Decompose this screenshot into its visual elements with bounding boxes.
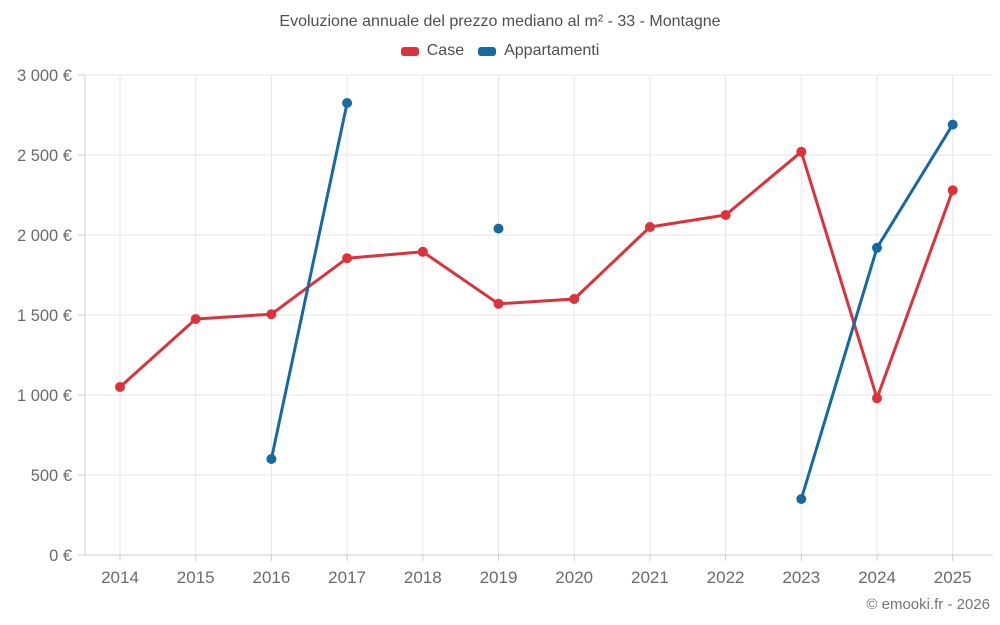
x-tick-label: 2022: [707, 568, 745, 587]
appartamenti-point-2019[interactable]: [493, 223, 504, 234]
case-point-2015[interactable]: [190, 314, 201, 324]
case-legend-swatch-icon: [400, 46, 419, 56]
copyright-text: © emooki.fr - 2026: [866, 596, 990, 613]
appartamenti-point-2023[interactable]: [796, 494, 807, 504]
case-point-2020[interactable]: [569, 294, 580, 304]
case-series-line: [118, 150, 955, 400]
x-tick-label: 2023: [782, 568, 820, 587]
y-tick-label: 0 €: [49, 547, 72, 565]
case-point-2018[interactable]: [417, 246, 428, 257]
legend-item-case[interactable]: Case: [400, 42, 465, 60]
case-point-2024[interactable]: [872, 393, 882, 404]
case-point-2016[interactable]: [266, 309, 277, 320]
appartamenti-point-2017[interactable]: [342, 98, 353, 108]
case-point-2019[interactable]: [493, 298, 504, 309]
case-point-2023[interactable]: [796, 146, 807, 157]
appartamenti-point-2016[interactable]: [266, 454, 277, 464]
y-tick-label: 2 500 €: [17, 147, 72, 165]
y-tick-label: 1 000 €: [17, 387, 72, 405]
case-point-2022[interactable]: [720, 210, 731, 220]
appartamenti-legend-swatch-icon: [478, 46, 497, 56]
case-point-2025[interactable]: [947, 185, 958, 196]
appartamenti-point-2025[interactable]: [947, 119, 958, 130]
x-tick-label: 2017: [328, 568, 366, 587]
x-tick-label: 2021: [631, 568, 669, 587]
x-tick-label: 2019: [480, 568, 518, 587]
appartamenti-point-2024[interactable]: [872, 242, 882, 253]
y-tick-label: 3 000 €: [17, 67, 72, 85]
appartamenti-series-line: [269, 101, 349, 461]
y-tick-label: 1 500 €: [17, 307, 72, 325]
x-tick-label: 2014: [101, 568, 139, 587]
x-tick-label: 2025: [934, 568, 972, 587]
x-tick-label: 2020: [555, 568, 593, 587]
x-tick-label: 2016: [252, 568, 290, 587]
chart-legend: Case Appartamenti: [0, 42, 1000, 60]
y-tick-label: 2 000 €: [17, 227, 72, 245]
case-point-2017[interactable]: [342, 253, 353, 264]
y-tick-label: 500 €: [31, 467, 72, 485]
x-tick-label: 2024: [858, 568, 896, 587]
legend-item-appartamenti[interactable]: Appartamenti: [478, 42, 599, 60]
legend-label-appartamenti: Appartamenti: [504, 42, 600, 59]
case-point-2014[interactable]: [115, 382, 125, 392]
case-point-2021[interactable]: [644, 222, 655, 232]
x-tick-label: 2015: [177, 568, 215, 587]
chart-title: Evoluzione annuale del prezzo mediano al…: [279, 13, 721, 30]
legend-label-case: Case: [426, 42, 465, 59]
x-tick-label: 2018: [404, 568, 442, 587]
